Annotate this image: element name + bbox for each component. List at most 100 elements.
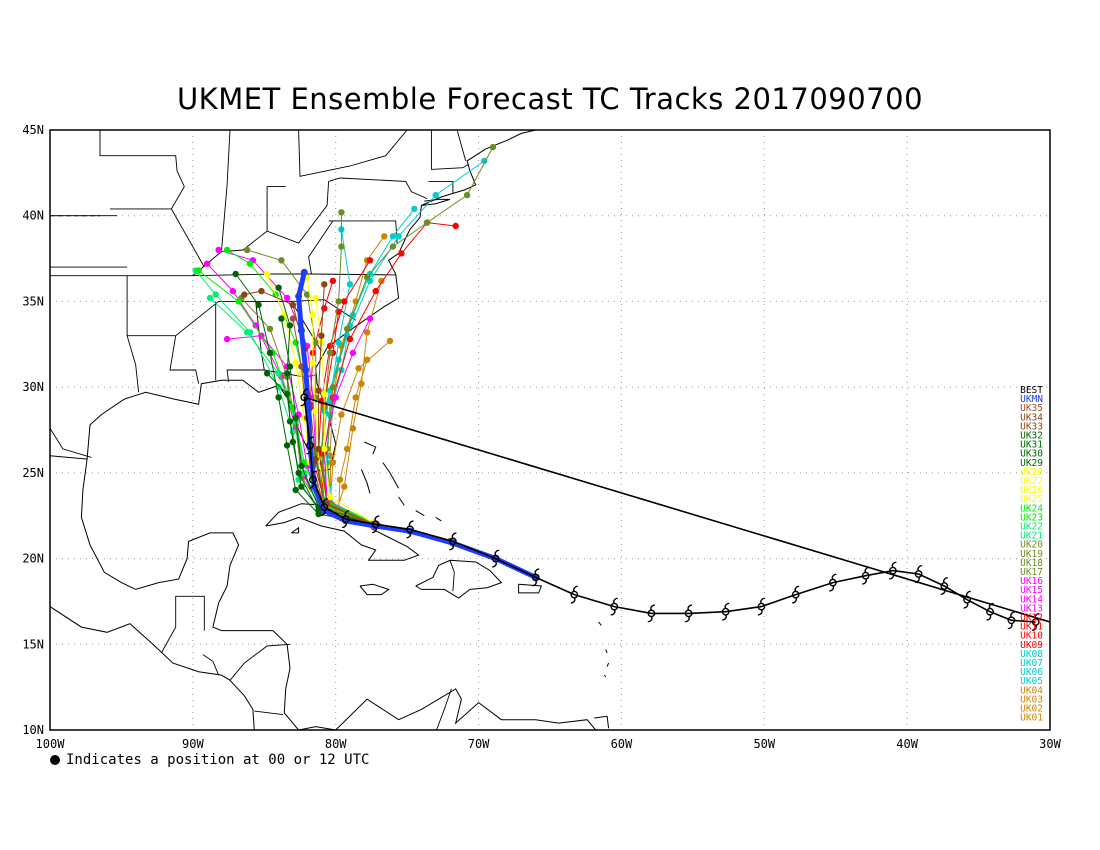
border-line — [229, 643, 291, 681]
y-tick-label: 30N — [22, 380, 44, 394]
hurricane-symbol-icon — [914, 565, 923, 583]
track-position-dot — [329, 277, 337, 285]
coastline — [421, 198, 451, 206]
track-position-dot — [341, 483, 348, 490]
mean-track-dot — [302, 366, 310, 374]
x-tick-label: 50W — [753, 737, 775, 751]
border-line — [161, 595, 205, 654]
legend-entry: UK14 — [1020, 594, 1043, 605]
track-position-dot — [329, 383, 337, 391]
hurricane-symbol-icon — [448, 532, 457, 551]
track-position-dot — [298, 483, 305, 490]
track-line — [329, 236, 536, 578]
ensemble-track-uk03 — [326, 233, 539, 581]
track-position-dot — [232, 270, 239, 278]
ensemble-track-uk26 — [295, 291, 539, 581]
track-position-dot — [312, 407, 319, 415]
legend-entry: UK29 — [1020, 458, 1043, 469]
ensemble-track-uk18 — [318, 209, 539, 581]
track-position-dot — [309, 359, 317, 367]
border-line — [456, 130, 467, 162]
mean-track-dot — [300, 268, 308, 276]
track-position-dot — [329, 459, 337, 466]
border-line — [99, 130, 205, 268]
track-position-dot — [289, 315, 297, 322]
x-tick-label: 40W — [896, 737, 918, 751]
hurricane-symbol-icon — [406, 520, 414, 539]
legend-entry: UK04 — [1020, 685, 1043, 696]
track-position-dot — [206, 294, 214, 302]
track-position-dot — [343, 445, 351, 453]
track-position-dot — [346, 281, 354, 288]
track-position-dot — [292, 486, 299, 494]
track-position-dot — [463, 191, 471, 199]
hurricane-symbol-icon — [829, 573, 837, 592]
track-position-dot — [286, 363, 294, 370]
track-position-dot — [223, 335, 231, 343]
track-position-dot — [358, 380, 365, 387]
legend-entry: UK34 — [1020, 412, 1043, 423]
legend-entry: UKMN — [1020, 394, 1043, 405]
track-position-dot — [389, 243, 397, 250]
coastline — [80, 459, 299, 730]
track-position-dot — [298, 462, 305, 470]
track-position-dot — [283, 294, 291, 302]
hurricane-symbol-icon — [791, 585, 800, 604]
track-position-dot — [366, 257, 374, 264]
track-position-dot — [289, 301, 297, 309]
track-position-dot — [326, 349, 334, 357]
track-position-dot — [338, 209, 345, 216]
y-tick-label: 15N — [22, 637, 44, 651]
track-position-dot — [229, 287, 237, 295]
track-line — [318, 260, 536, 578]
track-position-dot — [411, 205, 418, 213]
legend-entry: UK05 — [1020, 676, 1043, 687]
border-line — [192, 181, 330, 277]
track-line — [329, 340, 536, 578]
ensemble-track-uk21 — [192, 267, 539, 581]
x-tick-label: 70W — [468, 737, 490, 751]
coastline — [298, 688, 597, 730]
coastline — [291, 526, 300, 534]
ensemble-track-uk29 — [232, 270, 539, 581]
track-position-dot — [338, 411, 345, 418]
track-position-dot — [203, 260, 211, 267]
legend-entry: UK18 — [1020, 558, 1043, 569]
coastline — [360, 469, 371, 494]
ensemble-track-uk14 — [223, 332, 539, 581]
y-tick-label: 10N — [22, 723, 44, 737]
track-position-dot — [355, 365, 362, 372]
legend-entry: UK24 — [1020, 503, 1043, 514]
track-position-dot — [212, 291, 219, 298]
border-line — [449, 560, 455, 592]
legend-entry: UK08 — [1020, 649, 1043, 660]
legend-entry: UK16 — [1020, 576, 1043, 587]
y-tick-label: 35N — [22, 294, 44, 308]
coastline — [518, 583, 543, 594]
track-position-dot — [263, 370, 271, 377]
lat-lon-grid — [50, 130, 1050, 730]
track-position-dot — [363, 329, 371, 336]
x-tick-label: 60W — [611, 737, 633, 751]
ensemble-track-uk07 — [323, 226, 539, 581]
border-line — [328, 177, 428, 200]
legend-entry: UK06 — [1020, 667, 1043, 678]
track-position-dot — [309, 311, 317, 319]
track-position-dot — [275, 394, 282, 401]
track-line — [244, 290, 536, 578]
coastline — [359, 583, 390, 596]
track-position-dot — [243, 329, 251, 336]
x-tick-label: 90W — [182, 737, 204, 751]
border-line — [126, 275, 140, 393]
coastline — [594, 715, 610, 729]
border-line — [127, 299, 356, 337]
hurricane-symbol-icon — [308, 470, 317, 489]
hurricane-symbol-icon — [757, 597, 766, 616]
track-position-dot — [241, 291, 248, 298]
track-position-dot — [386, 337, 394, 345]
hurricane-symbol-icon — [491, 549, 500, 568]
coastline — [50, 606, 255, 730]
track-position-dot — [283, 370, 291, 377]
track-position-dot — [363, 274, 371, 281]
track-position-dot — [263, 270, 271, 278]
